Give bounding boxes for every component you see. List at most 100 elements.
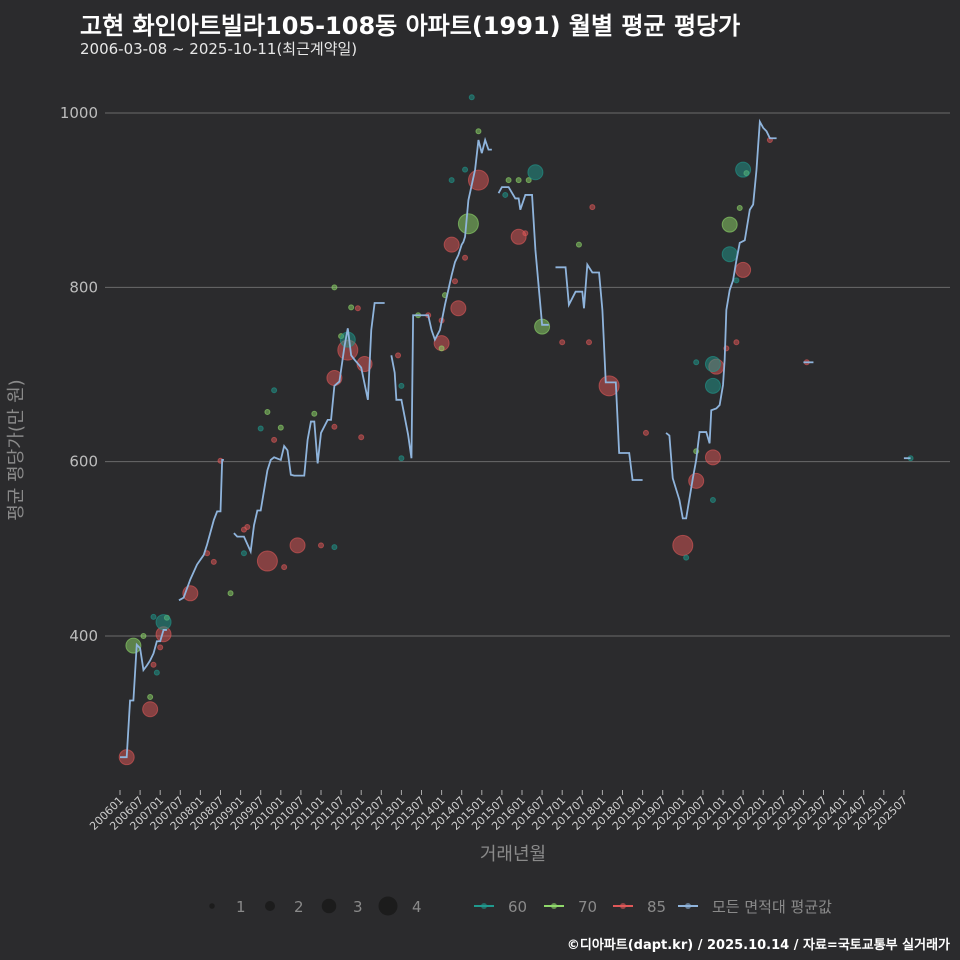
point-85 [289,537,306,554]
average-line-segment [555,261,643,481]
point-85 [150,661,157,668]
point-60 [693,359,700,366]
legend-size-4-icon [378,896,398,916]
point-70 [721,216,738,233]
average-line [120,118,911,759]
point-60 [240,550,247,557]
point-85 [271,436,278,443]
point-60 [502,191,509,198]
chart-subtitle: 2006-03-08 ~ 2025-10-11(최근계약일) [80,40,358,58]
point-70 [331,284,338,291]
point-85 [450,300,467,317]
average-line-segment [120,629,167,759]
grid-lines [105,112,950,637]
point-85 [256,550,278,572]
point-70 [457,213,479,235]
point-70 [475,128,482,135]
point-60 [735,161,752,178]
legend-size-label: 1 [236,898,246,916]
legend-dot-avg-icon [685,903,691,909]
legend-series-label: 모든 면적대 평균값 [712,898,832,916]
point-70 [311,410,318,417]
credit-text: ©디아파트(dapt.kr) / 2025.10.14 / 자료=국토교통부 실… [566,938,950,953]
average-line-segment [178,459,224,602]
point-70 [348,304,355,311]
point-60 [709,497,716,504]
point-70 [140,633,147,640]
point-85 [358,434,365,441]
point-85 [443,236,460,253]
legend-size-label: 4 [412,898,422,916]
point-70 [438,345,445,352]
point-60 [271,387,278,394]
point-85 [210,558,217,565]
point-70 [575,241,582,248]
legend-size-label: 3 [353,898,363,916]
point-70 [277,424,284,431]
point-60 [257,425,264,432]
legend: 1 2 3 4 60 70 85 모든 면적대 평균값 [209,896,832,916]
scatter-points [118,94,914,766]
legend-size-3-icon [321,898,337,914]
point-60 [462,166,469,173]
point-60 [704,377,721,394]
point-70 [147,694,154,701]
point-85 [559,339,566,346]
point-85 [157,644,164,651]
point-85 [522,230,529,237]
point-60 [468,94,475,101]
point-60 [527,164,544,181]
point-85 [733,339,740,346]
average-line-segment [233,302,385,555]
point-60 [683,554,690,561]
average-line-segment [665,118,777,520]
point-60 [448,177,455,184]
legend-series-label: 85 [647,898,666,916]
point-85 [586,339,592,346]
legend-dot-s70-icon [551,903,557,909]
point-85 [281,564,288,571]
y-tick-label: 600 [69,453,98,471]
legend-size-2-icon [265,901,275,911]
legend-series-label: 60 [508,898,527,916]
point-85 [735,261,752,278]
x-axis-title: 거래년월 [480,844,546,865]
point-70 [264,408,271,415]
point-85 [331,423,338,430]
x-tick-labels: 2006012006072007012007072008012008072009… [87,790,910,833]
point-85 [704,449,721,466]
point-85 [642,429,649,436]
point-85 [462,254,469,261]
point-70 [505,177,512,184]
y-tick-label: 400 [69,627,98,645]
point-60 [733,277,740,284]
point-85 [395,352,402,359]
point-70 [525,177,532,184]
point-60 [150,613,157,620]
point-60 [721,246,738,263]
y-tick-label: 800 [69,278,98,296]
point-60 [704,356,721,373]
point-60 [398,382,405,389]
point-85 [598,375,620,397]
y-tick-labels: 400 600 800 1000 [60,104,98,645]
average-line-segment [497,186,549,326]
point-85 [244,524,251,531]
point-85 [452,278,458,285]
point-60 [331,544,338,551]
legend-size-label: 2 [294,898,304,916]
point-85 [354,305,361,312]
point-70 [736,205,743,212]
legend-series-label: 70 [578,898,597,916]
point-85 [318,542,324,549]
point-60 [153,669,160,676]
point-70 [515,177,522,184]
chart-title: 고현 화인아트빌라105-108동 아파트(1991) 월별 평균 평당가 [80,12,741,40]
y-tick-label: 1000 [60,104,98,122]
average-line-segment [390,136,492,459]
legend-dot-s85-icon [620,903,626,909]
point-85 [589,204,596,211]
y-axis-title: 평균 평당가(만 원) [6,379,27,520]
legend-size-1-icon [209,903,215,909]
